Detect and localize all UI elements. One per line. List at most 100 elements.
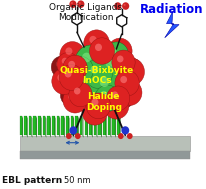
Polygon shape — [89, 116, 92, 135]
Circle shape — [123, 85, 130, 93]
Circle shape — [100, 91, 107, 98]
Circle shape — [64, 90, 70, 95]
Polygon shape — [38, 116, 41, 135]
Circle shape — [69, 126, 77, 135]
Circle shape — [71, 2, 73, 4]
Polygon shape — [110, 116, 111, 137]
Circle shape — [119, 93, 124, 98]
Circle shape — [89, 38, 115, 64]
Circle shape — [66, 133, 72, 139]
Polygon shape — [57, 116, 59, 135]
Circle shape — [75, 45, 108, 80]
Circle shape — [104, 42, 129, 68]
Polygon shape — [112, 116, 115, 135]
Circle shape — [77, 76, 86, 85]
Circle shape — [79, 2, 81, 4]
Circle shape — [63, 55, 87, 81]
Circle shape — [68, 61, 75, 68]
Circle shape — [121, 126, 129, 135]
Circle shape — [95, 85, 120, 112]
Circle shape — [106, 59, 115, 68]
Circle shape — [108, 38, 132, 64]
Circle shape — [77, 0, 84, 8]
Polygon shape — [45, 116, 46, 137]
Polygon shape — [78, 116, 79, 137]
Circle shape — [62, 58, 68, 64]
Polygon shape — [101, 116, 102, 137]
Polygon shape — [27, 116, 28, 137]
Circle shape — [57, 53, 79, 76]
Circle shape — [68, 93, 75, 100]
Text: Radiation: Radiation — [140, 3, 204, 16]
Polygon shape — [120, 116, 121, 137]
Polygon shape — [20, 136, 190, 151]
Polygon shape — [94, 116, 96, 135]
Circle shape — [51, 56, 72, 78]
Polygon shape — [24, 116, 27, 135]
Polygon shape — [106, 116, 107, 137]
Circle shape — [104, 93, 129, 119]
Circle shape — [115, 70, 139, 96]
Circle shape — [63, 87, 87, 113]
Polygon shape — [98, 116, 101, 135]
Circle shape — [126, 63, 132, 69]
Circle shape — [65, 47, 73, 55]
Polygon shape — [82, 116, 83, 137]
Polygon shape — [36, 116, 37, 137]
Polygon shape — [103, 116, 106, 135]
Text: Quasi-Bixbyite
InOCs: Quasi-Bixbyite InOCs — [60, 66, 134, 85]
Circle shape — [73, 62, 81, 70]
Circle shape — [69, 82, 92, 107]
Circle shape — [84, 59, 112, 88]
Circle shape — [115, 88, 134, 108]
Circle shape — [120, 76, 127, 83]
Circle shape — [92, 69, 126, 105]
Circle shape — [57, 74, 64, 81]
Circle shape — [100, 77, 109, 87]
Circle shape — [119, 58, 144, 85]
Polygon shape — [52, 116, 55, 135]
Polygon shape — [61, 116, 64, 135]
Circle shape — [65, 70, 71, 77]
Circle shape — [122, 2, 129, 10]
Polygon shape — [117, 116, 120, 135]
Polygon shape — [165, 11, 179, 38]
Polygon shape — [115, 116, 116, 137]
Polygon shape — [20, 116, 22, 135]
Circle shape — [113, 44, 120, 51]
Circle shape — [86, 93, 111, 119]
Circle shape — [71, 69, 101, 101]
Polygon shape — [29, 116, 31, 135]
Circle shape — [118, 80, 142, 105]
Circle shape — [84, 30, 110, 57]
Circle shape — [82, 53, 91, 62]
Circle shape — [117, 56, 124, 62]
Polygon shape — [75, 116, 78, 135]
Polygon shape — [73, 116, 74, 137]
Circle shape — [110, 48, 116, 55]
Polygon shape — [47, 116, 50, 135]
Circle shape — [95, 44, 102, 51]
Circle shape — [82, 98, 108, 125]
Polygon shape — [108, 116, 110, 135]
Circle shape — [74, 88, 81, 94]
Circle shape — [89, 36, 97, 43]
Circle shape — [69, 0, 77, 8]
Polygon shape — [84, 116, 87, 135]
Circle shape — [60, 42, 85, 68]
Circle shape — [112, 91, 118, 98]
Circle shape — [99, 51, 130, 85]
Polygon shape — [31, 116, 32, 137]
Polygon shape — [22, 116, 23, 137]
Circle shape — [91, 65, 98, 74]
Circle shape — [68, 56, 93, 84]
Circle shape — [75, 133, 81, 139]
Polygon shape — [71, 116, 73, 135]
Text: 50 nm: 50 nm — [64, 176, 90, 185]
Circle shape — [127, 133, 133, 139]
Polygon shape — [20, 151, 190, 159]
Circle shape — [88, 104, 95, 112]
Circle shape — [60, 86, 79, 105]
Circle shape — [107, 86, 130, 111]
Polygon shape — [80, 116, 82, 135]
